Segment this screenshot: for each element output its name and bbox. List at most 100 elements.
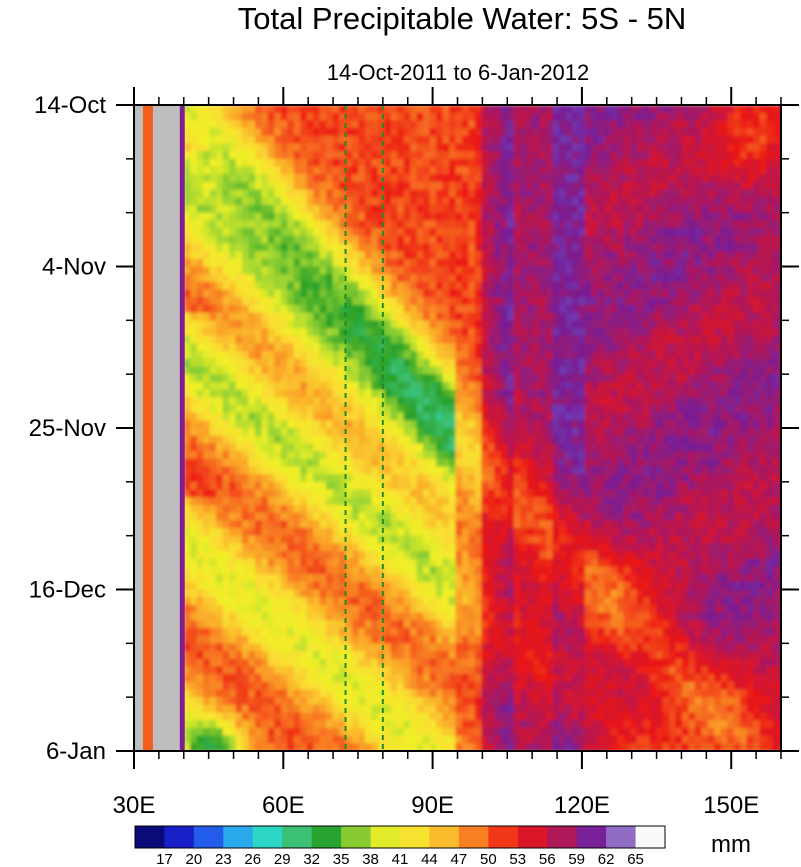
field-cell bbox=[345, 274, 353, 283]
field-cell bbox=[190, 105, 198, 114]
field-cell bbox=[222, 566, 230, 575]
field-cell bbox=[306, 704, 314, 714]
field-cell bbox=[229, 112, 237, 122]
field-cell bbox=[371, 597, 379, 606]
field-cell bbox=[351, 128, 360, 137]
field-cell bbox=[403, 435, 412, 445]
field-cell bbox=[261, 504, 269, 514]
field-cell bbox=[229, 128, 237, 137]
field-cell bbox=[326, 281, 334, 291]
field-cell bbox=[222, 520, 230, 529]
field-cell bbox=[319, 389, 327, 399]
field-cell bbox=[377, 535, 386, 545]
field-cell bbox=[267, 527, 276, 537]
field-cell bbox=[306, 712, 314, 722]
field-cell bbox=[235, 220, 243, 229]
field-cell bbox=[410, 735, 418, 745]
field-cell bbox=[351, 404, 360, 414]
field-cell bbox=[481, 381, 489, 391]
field-cell bbox=[546, 174, 554, 183]
field-cell bbox=[390, 143, 399, 152]
field-cell bbox=[313, 120, 321, 129]
field-cell bbox=[280, 289, 289, 299]
field-cell bbox=[203, 743, 211, 751]
field-cell bbox=[364, 212, 373, 222]
field-cell bbox=[339, 143, 347, 152]
field-cell bbox=[449, 435, 457, 445]
field-cell bbox=[500, 474, 509, 483]
field-cell bbox=[559, 451, 567, 460]
field-cell bbox=[474, 435, 483, 445]
field-cell bbox=[300, 389, 308, 399]
field-cell bbox=[261, 243, 269, 252]
field-cell bbox=[326, 404, 334, 414]
field-cell bbox=[436, 174, 444, 183]
field-cell bbox=[384, 504, 392, 514]
field-cell bbox=[196, 151, 204, 160]
field-cell bbox=[423, 451, 431, 460]
field-cell bbox=[222, 143, 230, 152]
field-cell bbox=[364, 189, 373, 199]
field-cell bbox=[209, 258, 217, 268]
field-cell bbox=[377, 681, 386, 691]
field-cell bbox=[216, 105, 224, 114]
field-cell bbox=[254, 535, 263, 545]
field-cell bbox=[494, 243, 502, 252]
field-cell bbox=[449, 443, 457, 452]
field-cell bbox=[254, 320, 263, 329]
field-cell bbox=[403, 297, 412, 306]
field-cell bbox=[513, 604, 522, 614]
field-cell bbox=[442, 335, 450, 345]
field-cell bbox=[390, 251, 399, 260]
field-cell bbox=[533, 204, 541, 214]
field-cell bbox=[306, 574, 314, 583]
field-cell bbox=[364, 558, 373, 568]
field-cell bbox=[274, 620, 282, 629]
field-cell bbox=[222, 381, 230, 391]
field-cell bbox=[280, 181, 289, 191]
field-cell bbox=[287, 681, 295, 691]
field-cell bbox=[326, 466, 334, 475]
field-cell bbox=[209, 697, 217, 706]
field-cell bbox=[319, 112, 327, 122]
field-cell bbox=[474, 397, 483, 406]
field-cell bbox=[287, 504, 295, 514]
field-cell bbox=[520, 566, 528, 575]
field-cell bbox=[468, 504, 476, 514]
field-cell bbox=[455, 428, 463, 437]
field-cell bbox=[481, 297, 489, 306]
field-cell bbox=[293, 304, 302, 314]
field-cell bbox=[248, 312, 256, 322]
field-cell bbox=[442, 428, 450, 437]
field-cell bbox=[235, 281, 243, 291]
field-cell bbox=[300, 181, 308, 191]
field-cell bbox=[533, 266, 541, 275]
field-cell bbox=[358, 535, 366, 545]
field-cell bbox=[267, 220, 276, 229]
field-cell bbox=[468, 281, 476, 291]
field-cell bbox=[267, 627, 276, 637]
field-cell bbox=[565, 151, 573, 160]
field-cell bbox=[190, 235, 198, 245]
field-cell bbox=[267, 589, 276, 598]
field-cell bbox=[500, 620, 509, 629]
field-cell bbox=[526, 335, 534, 345]
field-cell bbox=[332, 689, 340, 698]
field-cell bbox=[552, 581, 560, 591]
field-cell bbox=[520, 443, 528, 452]
field-cell bbox=[371, 366, 379, 375]
field-cell bbox=[526, 443, 534, 452]
field-cell bbox=[377, 197, 386, 206]
field-cell bbox=[261, 697, 269, 706]
field-cell bbox=[494, 412, 502, 422]
field-cell bbox=[364, 620, 373, 629]
field-cell bbox=[384, 366, 392, 375]
field-cell bbox=[377, 281, 386, 291]
field-cell bbox=[539, 527, 547, 537]
field-cell bbox=[442, 489, 450, 499]
field-cell bbox=[377, 443, 386, 452]
field-cell bbox=[345, 566, 353, 575]
field-cell bbox=[293, 374, 302, 383]
field-cell bbox=[280, 320, 289, 329]
field-cell bbox=[274, 520, 282, 529]
